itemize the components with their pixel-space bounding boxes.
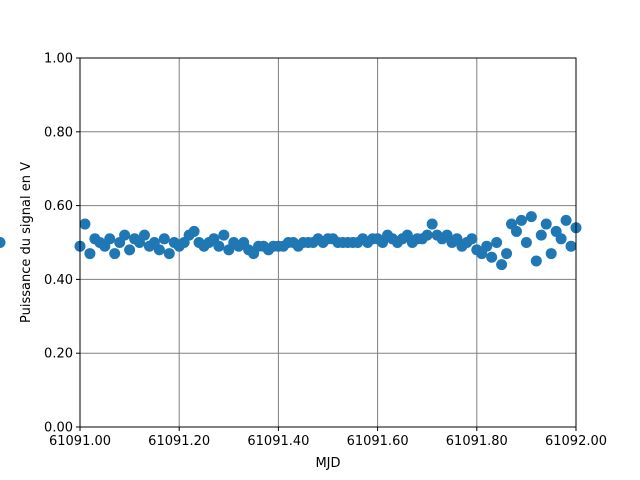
point (510, 225, 522, 237)
point (188, 225, 200, 237)
point (555, 233, 567, 245)
point (138, 229, 150, 241)
y-tick-label: 0.60 (44, 199, 73, 214)
y-axis-label: Puissance du signal en V (19, 162, 34, 323)
point (496, 259, 508, 271)
x-axis-label: MJD (315, 456, 340, 471)
point (84, 248, 96, 260)
point (466, 233, 478, 245)
point (0, 237, 6, 248)
point (491, 237, 503, 248)
point (218, 229, 230, 241)
point (79, 218, 91, 230)
point (426, 218, 438, 230)
y-tick-label: 0.20 (44, 347, 73, 362)
y-tick-label: 0.80 (44, 125, 73, 140)
point (565, 240, 577, 252)
points (0, 211, 582, 271)
y-tick-label: 1.00 (44, 52, 73, 67)
point (109, 248, 121, 260)
point (501, 248, 513, 260)
x-tick-label: 61091.60 (347, 434, 409, 449)
x-tick-label: 61091.20 (148, 434, 210, 449)
point (540, 218, 552, 230)
point (515, 214, 527, 226)
axes-frame (79, 57, 577, 428)
point (421, 229, 433, 241)
point (119, 229, 131, 241)
point (481, 240, 493, 252)
point (124, 244, 136, 256)
point (520, 237, 532, 248)
x-tick-label: 61091.00 (49, 434, 111, 449)
x-tick-label: 61091.80 (446, 434, 508, 449)
point (213, 240, 225, 252)
point (104, 233, 116, 245)
point (560, 214, 572, 226)
x-tick-label: 61091.40 (247, 434, 309, 449)
point (163, 248, 175, 260)
point (486, 251, 498, 263)
y-tick-label: 0.40 (44, 273, 73, 288)
point (530, 255, 542, 267)
y-tick-label: 0.00 (44, 421, 73, 436)
point (535, 229, 547, 241)
point (545, 248, 557, 260)
x-tick-label: 61092.00 (545, 434, 607, 449)
point (525, 211, 537, 223)
point (153, 244, 165, 256)
point (158, 233, 170, 245)
